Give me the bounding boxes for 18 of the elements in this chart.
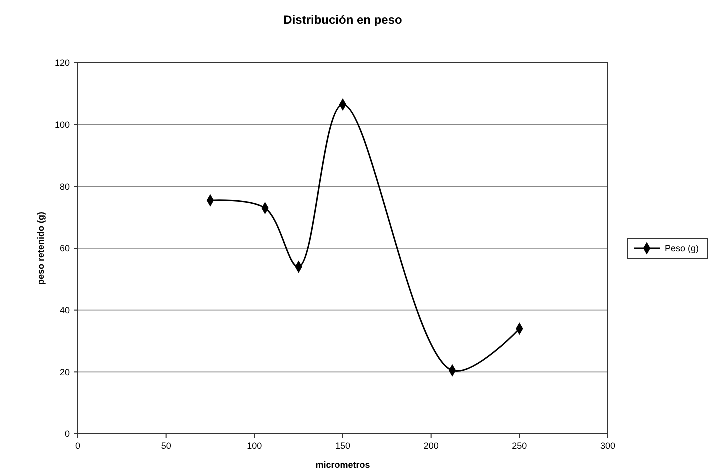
y-axis-title: peso retenido (g) — [36, 212, 46, 286]
y-tick-label: 20 — [60, 367, 70, 378]
y-tick-label: 0 — [64, 429, 70, 440]
y-tick-label: 120 — [54, 58, 70, 68]
x-tick-label: 150 — [335, 441, 351, 451]
x-axis-title: micrometros — [316, 460, 370, 470]
y-tick-label: 60 — [60, 244, 70, 254]
chart-title: Distribución en peso — [284, 13, 402, 27]
x-tick-label: 100 — [247, 441, 262, 451]
y-tick-label: 40 — [60, 305, 70, 316]
legend-label: Peso (g) — [665, 244, 700, 254]
y-tick-label: 80 — [60, 182, 70, 192]
x-tick-label: 300 — [600, 441, 616, 451]
x-tick-label: 250 — [512, 441, 528, 451]
x-tick-label: 0 — [75, 441, 81, 451]
y-tick-label: 100 — [54, 120, 70, 130]
x-tick-label: 200 — [424, 441, 439, 451]
x-tick-label: 50 — [161, 441, 172, 451]
